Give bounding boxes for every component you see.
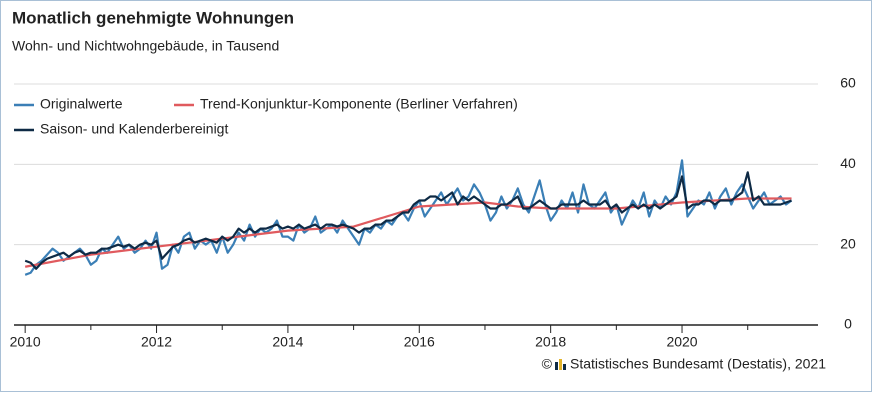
source-prefix: © <box>542 356 553 372</box>
x-tick-label: 2020 <box>666 334 697 350</box>
chart-subtitle: Wohn- und Nichtwohngebäude, in Tausend <box>12 38 279 54</box>
x-tick-label: 2010 <box>10 334 41 350</box>
y-tick-label: 0 <box>844 316 852 332</box>
series-line <box>24 171 792 270</box>
y-tick-label: 60 <box>840 75 856 91</box>
legend-label: Trend-Konjunktur-Komponente (Berliner Ve… <box>200 96 518 112</box>
chart-title: Monatlich genehmigte Wohnungen <box>12 8 294 27</box>
destatis-logo <box>555 359 566 370</box>
x-tick-label: 2014 <box>272 334 303 350</box>
series-line <box>24 197 792 268</box>
y-tick-label: 20 <box>840 235 856 251</box>
source: Statistisches Bundesamt (Destatis), 2021 <box>570 356 826 372</box>
x-tick-label: 2016 <box>404 334 435 350</box>
legend-label: Saison- und Kalenderbereinigt <box>40 121 228 137</box>
x-tick-label: 2012 <box>141 334 172 350</box>
legend-label: Originalwerte <box>40 96 123 112</box>
x-tick-label: 2018 <box>535 334 566 350</box>
y-tick-label: 40 <box>840 155 856 171</box>
